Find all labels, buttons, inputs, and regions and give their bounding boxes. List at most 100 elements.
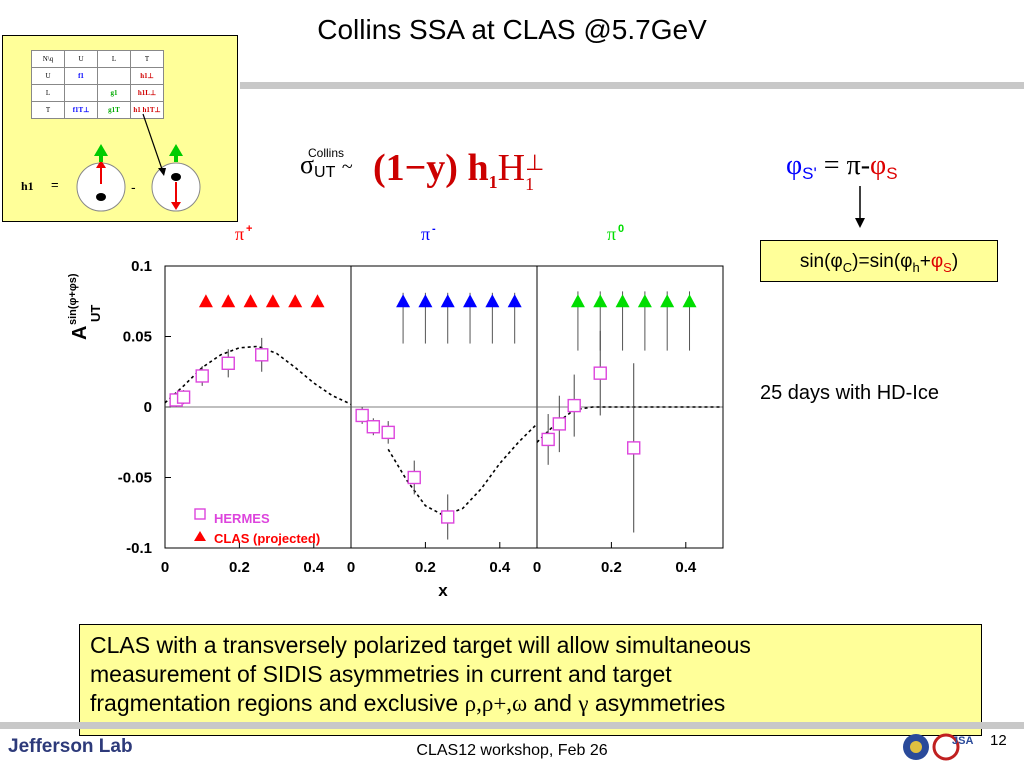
sin-plus: + <box>919 251 931 272</box>
green-arrowhead-right <box>169 144 183 156</box>
sin-close: ) <box>951 251 959 272</box>
y-axis-label-sub: UT <box>88 305 103 322</box>
hermes-point <box>593 366 607 380</box>
panel-label: π <box>235 224 244 244</box>
phi2-symbol: φ <box>870 150 887 181</box>
x-tick-label: 0.2 <box>415 559 436 576</box>
slide-title: Collins SSA at CLAS @5.7GeV <box>317 14 707 45</box>
x-tick-label: 0.4 <box>303 559 325 576</box>
panel-label: π <box>421 224 430 244</box>
conclusion-line-1: CLAS with a transversely polarized targe… <box>90 632 751 658</box>
conclusion-suffix: asymmetries <box>588 690 726 716</box>
footer-text: CLAS12 workshop, Feb 26 <box>416 742 608 759</box>
sin-phi-s: φ <box>930 251 944 272</box>
hermes-point <box>366 420 381 434</box>
top-divider <box>240 82 1024 89</box>
tilde: ~ <box>341 156 353 178</box>
phi-relation: φS' = π-φS <box>786 150 898 184</box>
conclusion-box: CLAS with a transversely polarized targe… <box>79 624 982 736</box>
y-tick-label: 0 <box>144 399 152 416</box>
sin-prefix: sin(φ <box>799 251 843 272</box>
x-tick-label: 0.2 <box>601 559 622 576</box>
hermes-point <box>355 408 369 423</box>
clas-point <box>418 294 433 308</box>
hermes-point <box>441 510 455 524</box>
collins-label: Collins <box>308 146 345 160</box>
jefferson-lab-logo: Jefferson Lab <box>8 736 133 757</box>
x-tick-label: 0.2 <box>229 559 250 576</box>
page-number: 12 <box>990 732 1007 749</box>
x-axis-label: x <box>438 581 448 600</box>
formula-h-sub: 1 <box>488 172 498 192</box>
conclusion-line-3: fragmentation regions and exclusive ρ,ρ+… <box>90 689 971 718</box>
tmd-table: N\q U L T U f1 h1⊥ L g1 h1L⊥ T f1T⊥ g1T … <box>31 50 164 119</box>
conclusion-line-3-prefix: fragmentation regions and exclusive <box>90 690 465 716</box>
clas-point <box>682 294 697 308</box>
jsa-text: JSA <box>952 735 973 747</box>
jsa-logo: JSA <box>903 733 973 761</box>
quark-dot-left <box>96 193 106 201</box>
x-tick-label: 0.4 <box>489 559 511 576</box>
conclusion-mesons: ρ,ρ+,ω <box>464 691 528 716</box>
panel-label: π <box>607 224 616 244</box>
formula-H-sup: ⊥ <box>525 150 545 175</box>
clas-point <box>243 294 258 308</box>
legend-clas-marker <box>194 531 206 541</box>
theory-curve <box>387 423 538 517</box>
y-axis-label: A <box>69 326 91 340</box>
y-tick-label: -0.1 <box>126 540 152 557</box>
legend-clas-label: CLAS (projected) <box>214 531 320 546</box>
collins-formula: (1−y) h1H ⊥ 1 <box>373 146 545 194</box>
spin-arrowhead-right <box>171 202 181 210</box>
x-tick-label: 0 <box>347 559 355 576</box>
tmd-box: N\q U L T U f1 h1⊥ L g1 h1L⊥ T f1T⊥ g1T … <box>2 35 238 222</box>
bottom-divider <box>0 722 1024 729</box>
panel-label-sup: 0 <box>618 223 624 235</box>
phi-symbol: φ <box>786 150 803 181</box>
minus-sign: - <box>131 179 136 195</box>
sigma-ut: σUT ~ <box>300 150 353 182</box>
phi-sub: S' <box>802 164 817 183</box>
hermes-point <box>541 432 555 447</box>
clas-point <box>288 294 303 308</box>
clas-point <box>593 294 608 308</box>
hermes-point <box>176 390 191 404</box>
panel-label-sup: + <box>246 223 252 235</box>
legend-hermes-label: HERMES <box>214 511 270 526</box>
y-axis-label-sup: sin(φ+φs) <box>67 273 79 325</box>
sin-sub-c: C <box>842 259 853 275</box>
conclusion-gamma: γ <box>578 691 589 716</box>
x-tick-label: 0 <box>533 559 541 576</box>
x-tick-label: 0.4 <box>675 559 697 576</box>
panel-label-sup: - <box>432 223 436 235</box>
clas-point <box>221 294 236 308</box>
y-tick-label: -0.05 <box>118 470 152 487</box>
hermes-point <box>195 369 209 383</box>
hermes-point <box>627 441 641 455</box>
clas-point <box>198 294 213 308</box>
formula-H-sub: 1 <box>525 174 535 194</box>
conclusion-line-2: measurement of SIDIS asymmetries in curr… <box>90 661 672 687</box>
sin-sub-h: h <box>912 259 920 275</box>
formula-expression: (1−y) h <box>373 147 489 189</box>
tmd-cell: h1 h1T⊥ <box>130 101 164 119</box>
sigma-symbol: σ <box>300 150 315 179</box>
clas-point <box>615 294 630 308</box>
formula-H: H <box>497 147 526 189</box>
pi-minus: π- <box>846 150 871 181</box>
sin-mid: )=sin(φ <box>852 251 913 272</box>
phi2-sub: S <box>886 164 898 183</box>
hermes-point <box>407 470 421 485</box>
clas-point <box>660 294 675 308</box>
clas-point <box>396 294 411 308</box>
clas-point <box>570 294 585 308</box>
hermes-point <box>255 348 269 362</box>
spin-arrowhead-left <box>96 160 106 168</box>
pointer-arrowhead <box>158 168 166 176</box>
clas-point <box>637 294 652 308</box>
hermes-point <box>381 425 395 440</box>
y-tick-label: 0.05 <box>123 329 152 346</box>
clas-point <box>463 294 478 308</box>
hermes-point <box>221 356 235 370</box>
